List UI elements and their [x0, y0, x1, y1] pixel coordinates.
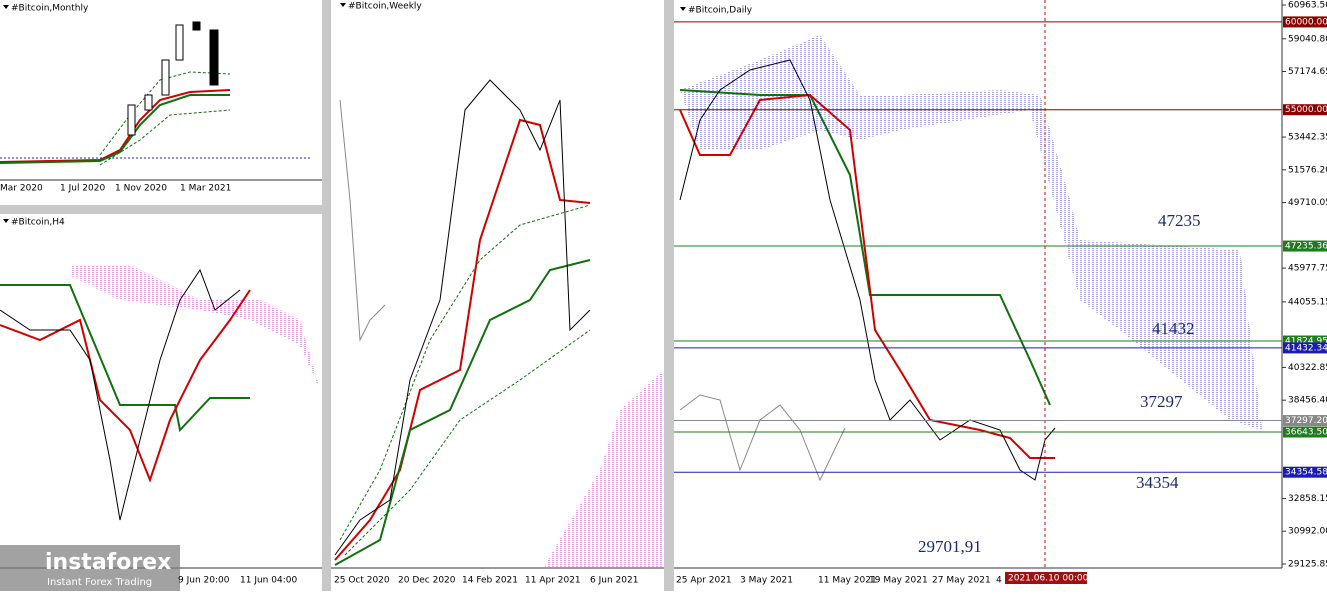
panel-title: #Bitcoin,H4 — [11, 218, 65, 228]
y-tick-label: 29125.85 — [1288, 560, 1327, 570]
x-tick-label: 1 Nov 2020 — [115, 184, 167, 194]
level-label-bg — [1283, 342, 1327, 354]
level-label: 34354.58 — [1285, 468, 1327, 478]
title-arrow — [680, 7, 686, 11]
x-tick-label: 1 Jul 2020 — [60, 184, 105, 194]
y-tick-label: 53442.35 — [1288, 133, 1327, 143]
x-tick-label: 11 Jun 04:00 — [240, 576, 297, 586]
level-label-bg — [1283, 240, 1327, 252]
y-tick-label: 59040.80 — [1288, 34, 1327, 44]
x-tick-label: 14 Feb 2021 — [462, 576, 518, 586]
logo-tagline: Instant Forex Trading — [47, 577, 152, 588]
annotation: 41432 — [1152, 319, 1195, 338]
level-label: 60000.00 — [1285, 17, 1327, 27]
h4-plot — [0, 265, 320, 521]
x-tick-label: 19 May 2021 — [869, 576, 928, 586]
y-tick-label: 49710.05 — [1288, 198, 1327, 208]
title-arrow — [3, 5, 9, 9]
logo-bg — [0, 545, 180, 591]
weekly-plot — [334, 79, 664, 568]
x-tick-label: 25 Apr 2021 — [676, 576, 732, 586]
x-tick-label: 4 — [996, 576, 1002, 586]
panel-title: #Bitcoin,Monthly — [11, 4, 89, 14]
annotation: 29701,91 — [918, 537, 982, 556]
level-label-bg — [1283, 415, 1327, 427]
level-label-bg — [1283, 466, 1327, 478]
separator — [322, 0, 331, 591]
logo-brand: instaforex — [45, 550, 171, 575]
panel-title: #Bitcoin,Daily — [688, 6, 753, 16]
level-label: 37297.20 — [1285, 416, 1327, 426]
x-tick-label: 3 May 2021 — [740, 576, 793, 586]
level-label: 55000.00 — [1285, 105, 1327, 115]
panel-title: #Bitcoin,Weekly — [348, 2, 422, 12]
x-tick-label: 6 Jun 2021 — [590, 576, 638, 586]
x-tick-label: 25 Oct 2020 — [334, 576, 390, 586]
y-tick-label: 40322.85 — [1288, 363, 1327, 373]
y-tick-label: 44055.15 — [1288, 297, 1327, 307]
x-tick-label: 20 Dec 2020 — [398, 576, 456, 586]
level-label-bg — [1283, 426, 1327, 438]
y-tick-label: 30992.00 — [1288, 527, 1327, 537]
y-tick-label: 32858.15 — [1288, 494, 1327, 504]
y-tick-label: 57174.65 — [1288, 67, 1327, 77]
cursor-label: 2021.06.10 00:00 — [1008, 574, 1089, 584]
level-label-bg — [1283, 335, 1327, 347]
level-label: 41824.95 — [1285, 337, 1327, 347]
title-arrow — [3, 219, 9, 223]
y-tick-label: 45977.75 — [1288, 264, 1327, 274]
separator — [0, 205, 322, 214]
monthly-plot — [0, 21, 310, 166]
level-label: 47235.36 — [1285, 242, 1327, 252]
y-tick-label: 60963.50 — [1288, 1, 1327, 11]
annotation: 47235 — [1158, 211, 1201, 230]
level-label-bg — [1283, 104, 1327, 116]
annotation: 37297 — [1140, 392, 1183, 411]
daily-plot — [679, 35, 1262, 482]
y-tick-label: 51576.20 — [1288, 165, 1327, 175]
x-tick-label: Mar 2020 — [0, 184, 43, 194]
x-tick-label: 1 Mar 2021 — [180, 184, 231, 194]
x-tick-label: 11 Apr 2021 — [525, 576, 581, 586]
level-label: 41432.34 — [1285, 343, 1327, 353]
cursor-label-bg — [1005, 572, 1087, 584]
x-tick-label: 9 Jun 20:00 — [178, 576, 230, 586]
level-label: 36643.50 — [1285, 428, 1327, 438]
level-label-bg — [1283, 16, 1327, 28]
x-tick-label: 11 May 2021 — [818, 576, 877, 586]
x-tick-label: 27 May 2021 — [932, 576, 991, 586]
separator — [664, 0, 674, 591]
annotation: 34354 — [1136, 473, 1179, 492]
y-tick-label: 38456.40 — [1288, 396, 1327, 406]
title-arrow — [340, 3, 346, 7]
